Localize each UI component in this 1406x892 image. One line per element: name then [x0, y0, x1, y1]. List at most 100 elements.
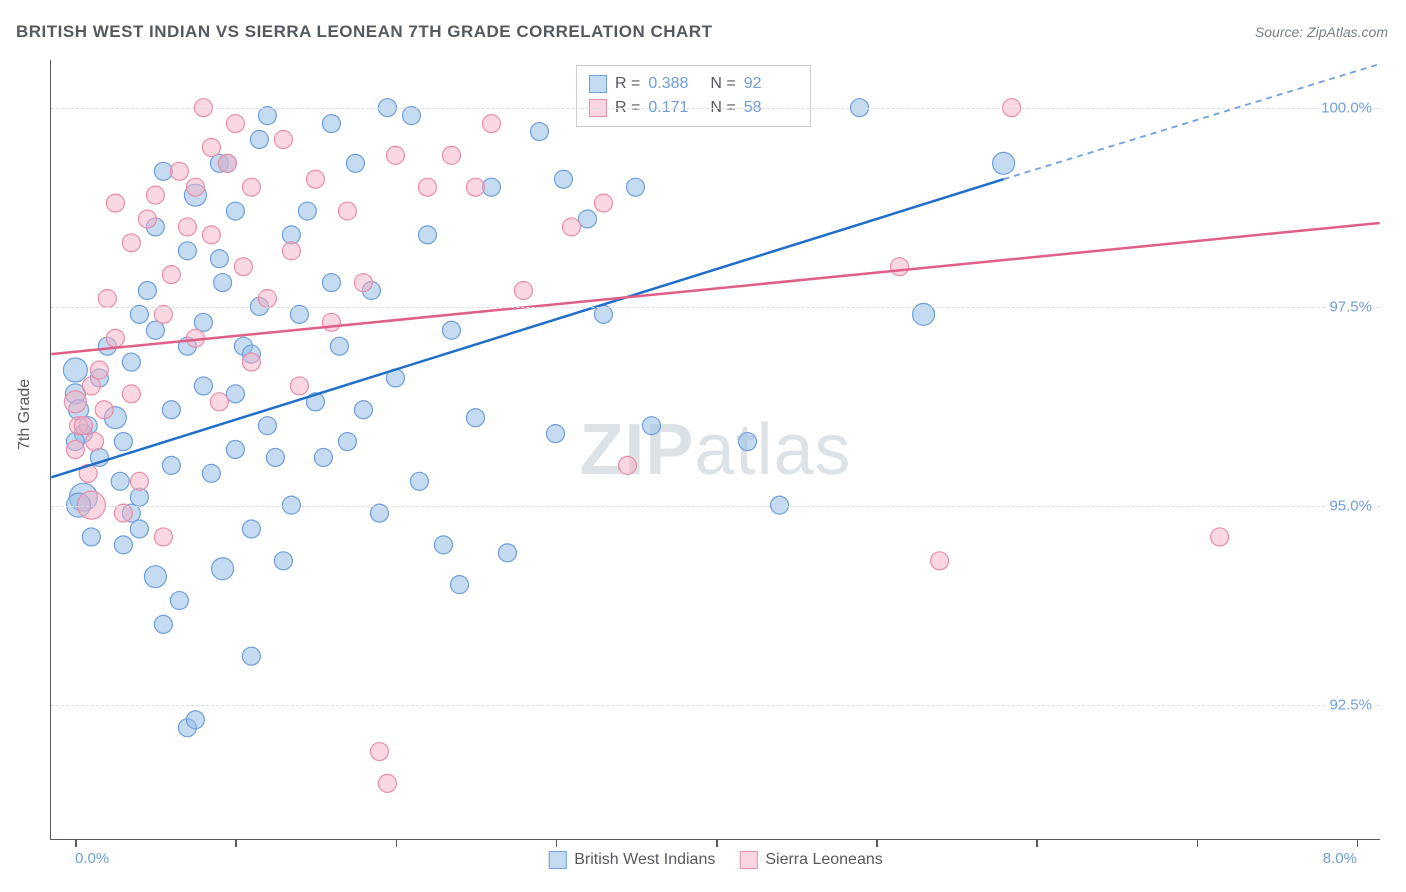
- data-point: [402, 107, 420, 125]
- data-point: [111, 472, 129, 490]
- x-tick: [556, 839, 558, 847]
- data-point: [450, 576, 468, 594]
- data-point: [154, 528, 172, 546]
- chart-title: BRITISH WEST INDIAN VS SIERRA LEONEAN 7T…: [16, 22, 712, 42]
- data-point: [466, 409, 484, 427]
- x-tick-label: 8.0%: [1323, 850, 1357, 867]
- data-point: [594, 194, 612, 212]
- trend-line: [51, 223, 1379, 354]
- data-point: [418, 178, 436, 196]
- data-point: [194, 313, 212, 331]
- data-point: [338, 433, 356, 451]
- data-point: [162, 266, 180, 284]
- y-tick-label: 95.0%: [1327, 497, 1374, 514]
- data-point: [178, 218, 196, 236]
- data-point: [1211, 528, 1229, 546]
- data-point: [122, 353, 140, 371]
- legend-label: Sierra Leoneans: [765, 851, 882, 869]
- gridline: [51, 705, 1380, 706]
- data-point: [242, 353, 260, 371]
- data-point: [214, 274, 232, 292]
- legend-swatch: [739, 851, 757, 869]
- data-point: [410, 472, 428, 490]
- data-point: [274, 131, 292, 149]
- legend-item: Sierra Leoneans: [739, 851, 882, 869]
- legend-r-value: 0.388: [648, 72, 702, 96]
- data-point: [370, 743, 388, 761]
- data-point: [258, 107, 276, 125]
- data-point: [210, 393, 228, 411]
- data-point: [498, 544, 516, 562]
- data-point: [322, 274, 340, 292]
- legend-label: British West Indians: [574, 851, 715, 869]
- data-point: [186, 711, 204, 729]
- data-point: [106, 194, 124, 212]
- gridline: [51, 307, 1380, 308]
- data-point: [739, 433, 757, 451]
- legend-stats: R =0.388N =92R =0.171N =58: [576, 65, 811, 127]
- data-point: [378, 774, 396, 792]
- data-point: [202, 464, 220, 482]
- x-tick: [1357, 839, 1359, 847]
- data-point: [594, 305, 612, 323]
- legend-item: British West Indians: [548, 851, 715, 869]
- data-point: [138, 210, 156, 228]
- data-point: [82, 377, 100, 395]
- data-point: [482, 115, 500, 133]
- y-tick-label: 97.5%: [1327, 298, 1374, 315]
- data-point: [618, 456, 636, 474]
- legend-n-label: N =: [710, 72, 735, 96]
- data-point: [63, 358, 87, 382]
- x-tick: [1036, 839, 1038, 847]
- data-point: [530, 123, 548, 141]
- data-point: [144, 566, 166, 588]
- data-point: [466, 178, 484, 196]
- data-point: [130, 520, 148, 538]
- data-point: [218, 154, 236, 172]
- data-point: [226, 202, 244, 220]
- legend-series: British West Indians Sierra Leoneans: [548, 851, 883, 869]
- data-point: [354, 274, 372, 292]
- data-point: [274, 552, 292, 570]
- data-point: [226, 441, 244, 459]
- data-point: [210, 250, 228, 268]
- data-point: [82, 528, 100, 546]
- data-point: [282, 226, 300, 244]
- data-point: [154, 305, 172, 323]
- data-point: [891, 258, 909, 276]
- data-point: [170, 162, 188, 180]
- data-point: [186, 178, 204, 196]
- data-point: [322, 313, 340, 331]
- data-point: [386, 146, 404, 164]
- data-point: [330, 337, 348, 355]
- data-point: [258, 289, 276, 307]
- data-point: [114, 536, 132, 554]
- legend-stat-row: R = 0.388 N = 92: [589, 72, 798, 96]
- data-point: [226, 385, 244, 403]
- data-point: [338, 202, 356, 220]
- data-point: [114, 504, 132, 522]
- data-point: [993, 152, 1015, 174]
- data-point: [146, 186, 164, 204]
- data-point: [114, 433, 132, 451]
- data-point: [258, 417, 276, 435]
- x-tick: [876, 839, 878, 847]
- data-point: [290, 377, 308, 395]
- data-point: [98, 289, 116, 307]
- data-point: [242, 647, 260, 665]
- legend-r-label: R =: [615, 72, 640, 96]
- data-point: [170, 592, 188, 610]
- data-point: [64, 391, 86, 413]
- data-point: [250, 131, 268, 149]
- data-point: [122, 234, 140, 252]
- data-point: [130, 472, 148, 490]
- data-point: [442, 146, 460, 164]
- data-point: [138, 282, 156, 300]
- y-tick-label: 100.0%: [1319, 99, 1374, 116]
- data-point: [298, 202, 316, 220]
- data-point: [162, 401, 180, 419]
- legend-n-value: 92: [744, 72, 798, 96]
- data-point: [130, 488, 148, 506]
- data-point: [442, 321, 460, 339]
- gridline: [51, 108, 1380, 109]
